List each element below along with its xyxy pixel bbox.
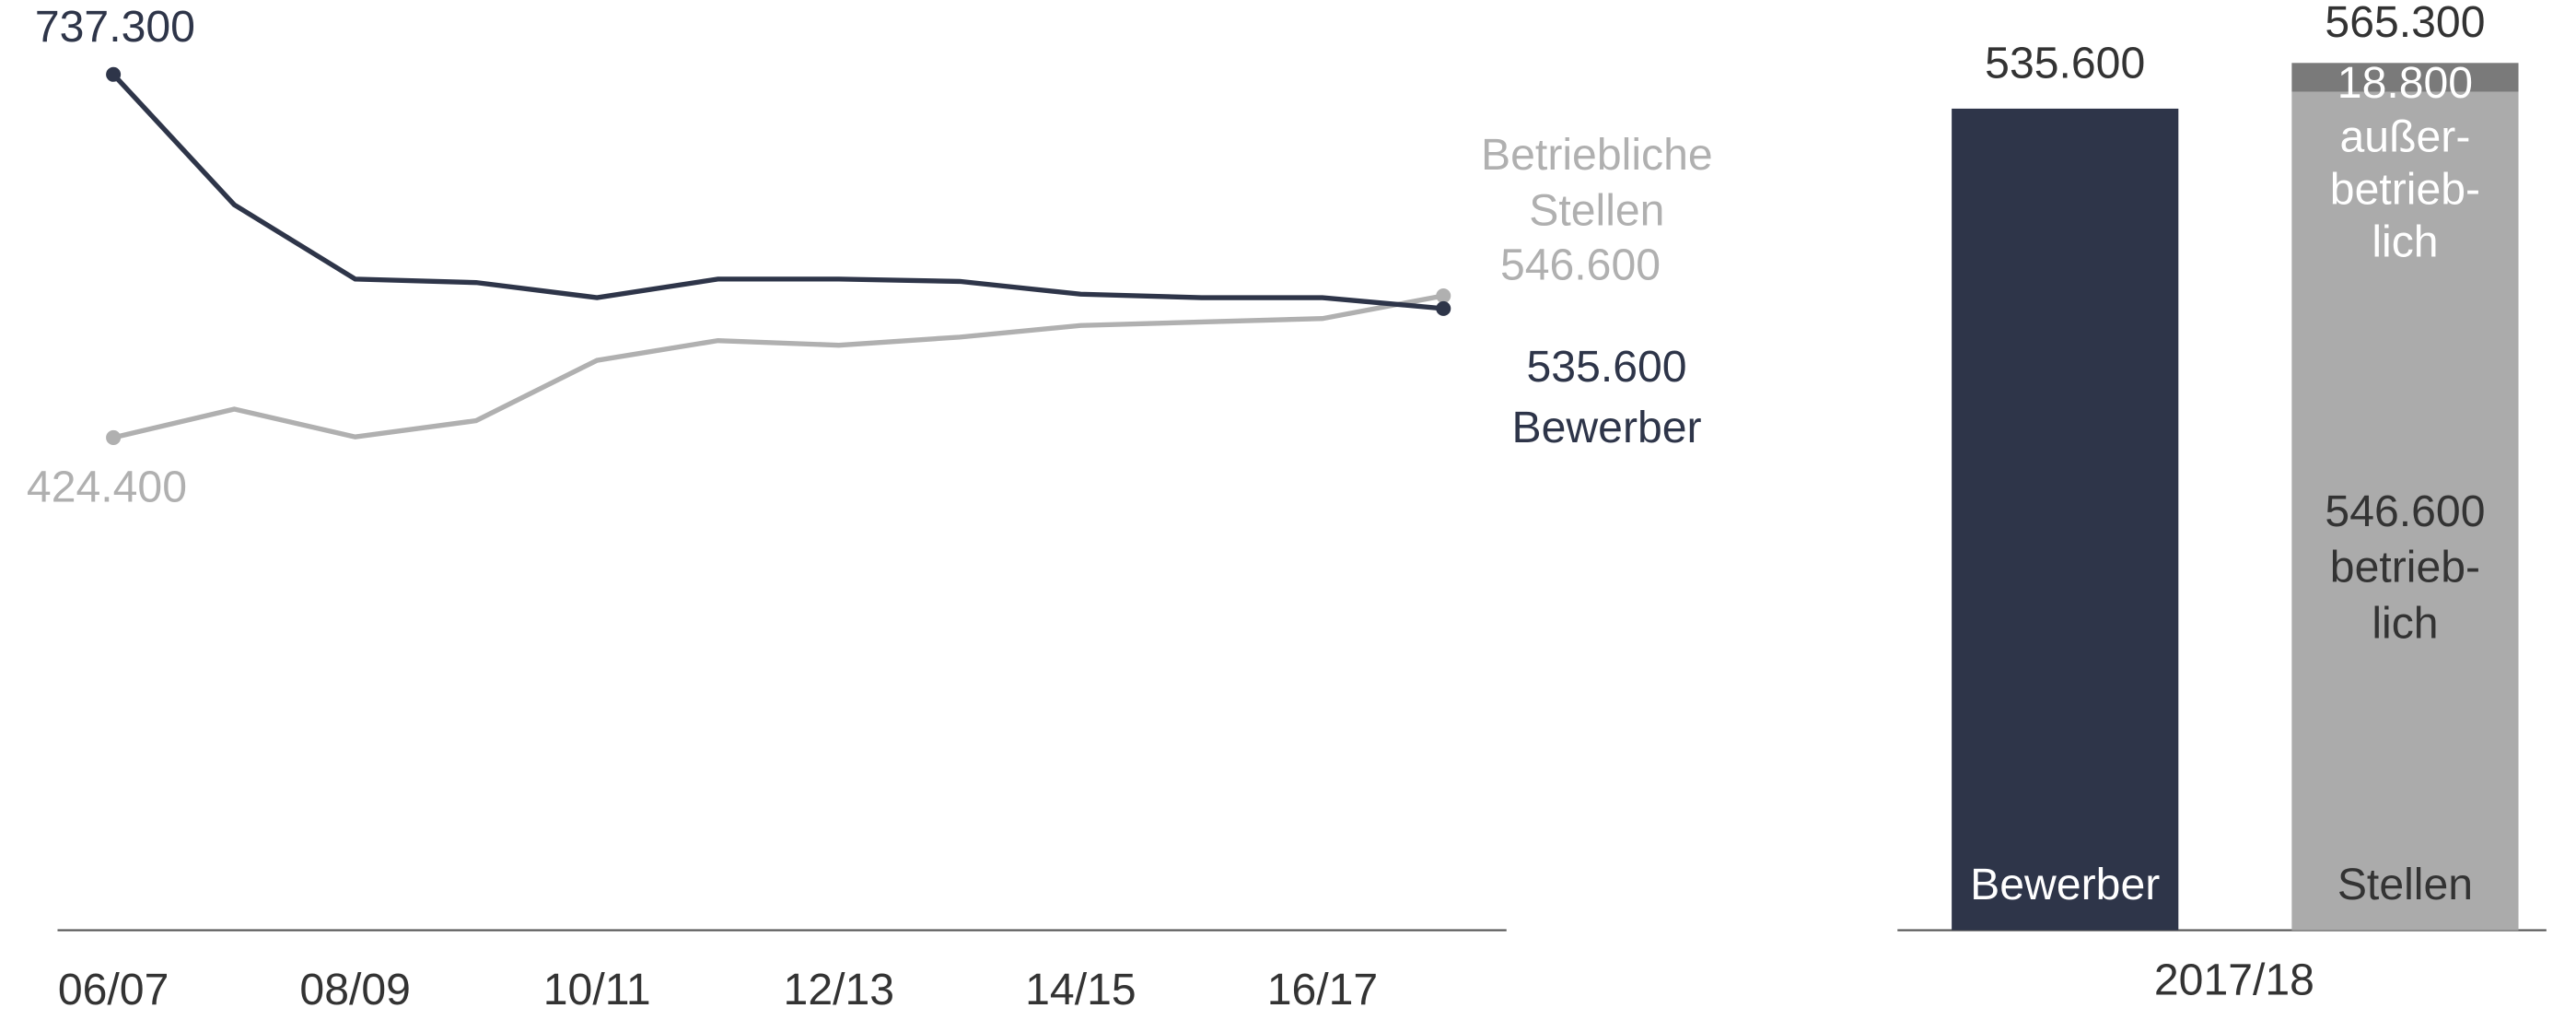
- x-axis-label: 2017/18: [2154, 955, 2314, 1004]
- series-label: Bewerber: [1511, 403, 1701, 452]
- line: [111, 72, 1444, 311]
- data-label: 737.300: [35, 2, 195, 52]
- bar-segment: [2291, 91, 2519, 931]
- point: [106, 66, 122, 82]
- point: [106, 429, 122, 445]
- segment-label: betrieb-: [2330, 164, 2480, 214]
- series-label: Betriebliche: [1481, 130, 1713, 180]
- x-tick-label: 14/15: [1025, 965, 1136, 1014]
- data-label: 535.600: [1527, 342, 1687, 392]
- segment-label: lich: [2372, 598, 2438, 648]
- segment-label: betrieb-: [2330, 543, 2480, 592]
- bar-segment: [1952, 108, 2179, 931]
- segment-label: außer-: [2340, 111, 2471, 161]
- x-tick-label: 16/17: [1267, 965, 1379, 1014]
- point: [1436, 287, 1451, 304]
- segment-label: lich: [2372, 217, 2438, 266]
- data-label: 424.400: [27, 462, 187, 511]
- x-tick-label: 08/09: [299, 965, 411, 1014]
- bar-label: Bewerber: [1970, 860, 2160, 909]
- bar-segment: [2291, 63, 2519, 92]
- x-tick-label: 06/07: [58, 965, 169, 1014]
- bar-label: Stellen: [2337, 860, 2473, 909]
- point: [1436, 300, 1451, 316]
- data-label: 535.600: [1985, 38, 2145, 88]
- data-label: 546.600: [2325, 487, 2485, 536]
- line: [112, 293, 1444, 440]
- x-tick-label: 10/11: [543, 965, 651, 1014]
- data-label: 546.600: [1500, 240, 1661, 289]
- total-label: 565.300: [2325, 0, 2485, 47]
- data-label: 18.800: [2337, 58, 2473, 108]
- x-tick-label: 12/13: [784, 965, 895, 1014]
- series-label: Stellen: [1529, 186, 1664, 236]
